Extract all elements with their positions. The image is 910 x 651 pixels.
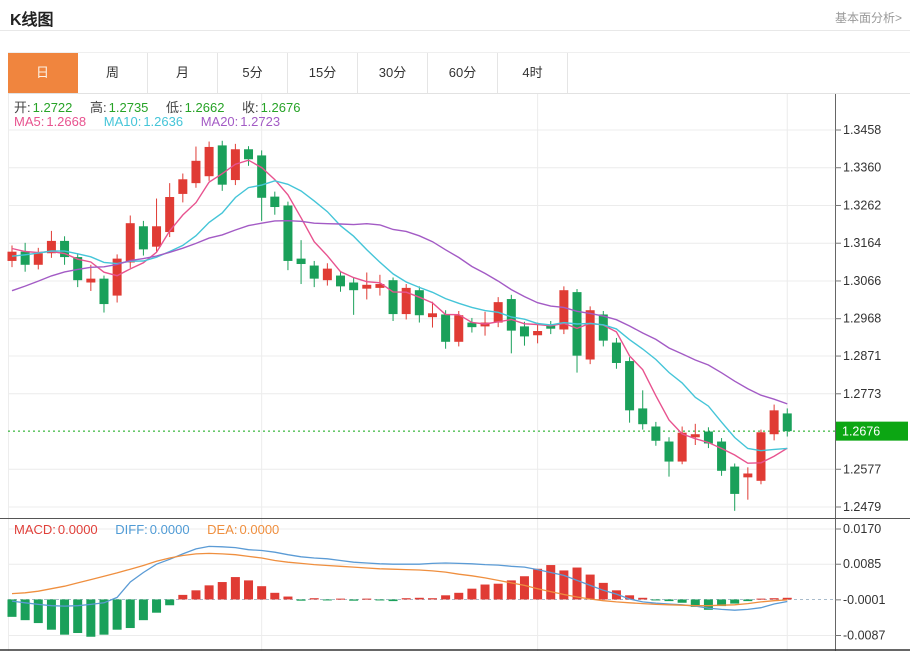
macd-chart: 0.0170 0.0085 -0.0001 -0.0087 — [0, 519, 910, 651]
page-title: K线图 — [10, 12, 54, 29]
svg-text:1.2773: 1.2773 — [843, 387, 881, 401]
svg-text:1.2968: 1.2968 — [843, 312, 881, 326]
fundamental-analysis-link[interactable]: 基本面分析> — [834, 11, 902, 25]
main-candlestick-chart: 1.3458 1.3360 1.3262 1.3164 1.3066 1.2968 1.28… — [0, 94, 910, 519]
svg-text:1.3066: 1.3066 — [843, 274, 881, 288]
svg-text:1.2577: 1.2577 — [843, 462, 881, 476]
tab-month[interactable]: 月 — [148, 53, 218, 93]
svg-text:1.3164: 1.3164 — [843, 236, 881, 250]
tab-day[interactable]: 日 — [8, 53, 78, 93]
tab-60min[interactable]: 60分 — [428, 53, 498, 93]
tab-week[interactable]: 周 — [78, 53, 148, 93]
svg-text:1.2479: 1.2479 — [843, 500, 881, 514]
tab-30min[interactable]: 30分 — [358, 53, 428, 93]
svg-text:0.0170: 0.0170 — [843, 522, 881, 536]
svg-text:0.0085: 0.0085 — [843, 557, 881, 571]
svg-text:1.3262: 1.3262 — [843, 198, 881, 212]
svg-text:-0.0001: -0.0001 — [843, 593, 885, 607]
tab-5min[interactable]: 5分 — [218, 53, 288, 93]
svg-text:1.3360: 1.3360 — [843, 161, 881, 175]
svg-text:1.2676: 1.2676 — [842, 425, 880, 439]
svg-text:1.3458: 1.3458 — [843, 123, 881, 137]
chart-area: 1.3458 1.3360 1.3262 1.3164 1.3066 1.2968 1.28… — [0, 94, 910, 651]
svg-text:1.2871: 1.2871 — [843, 349, 881, 363]
interval-tab-bar: 日 周 月 5分 15分 30分 60分 4时 — [8, 52, 910, 94]
page-header: K线图 基本面分析> — [0, 0, 910, 31]
svg-text:-0.0087: -0.0087 — [843, 629, 885, 643]
tab-15min[interactable]: 15分 — [288, 53, 358, 93]
tab-4hour[interactable]: 4时 — [498, 53, 568, 93]
